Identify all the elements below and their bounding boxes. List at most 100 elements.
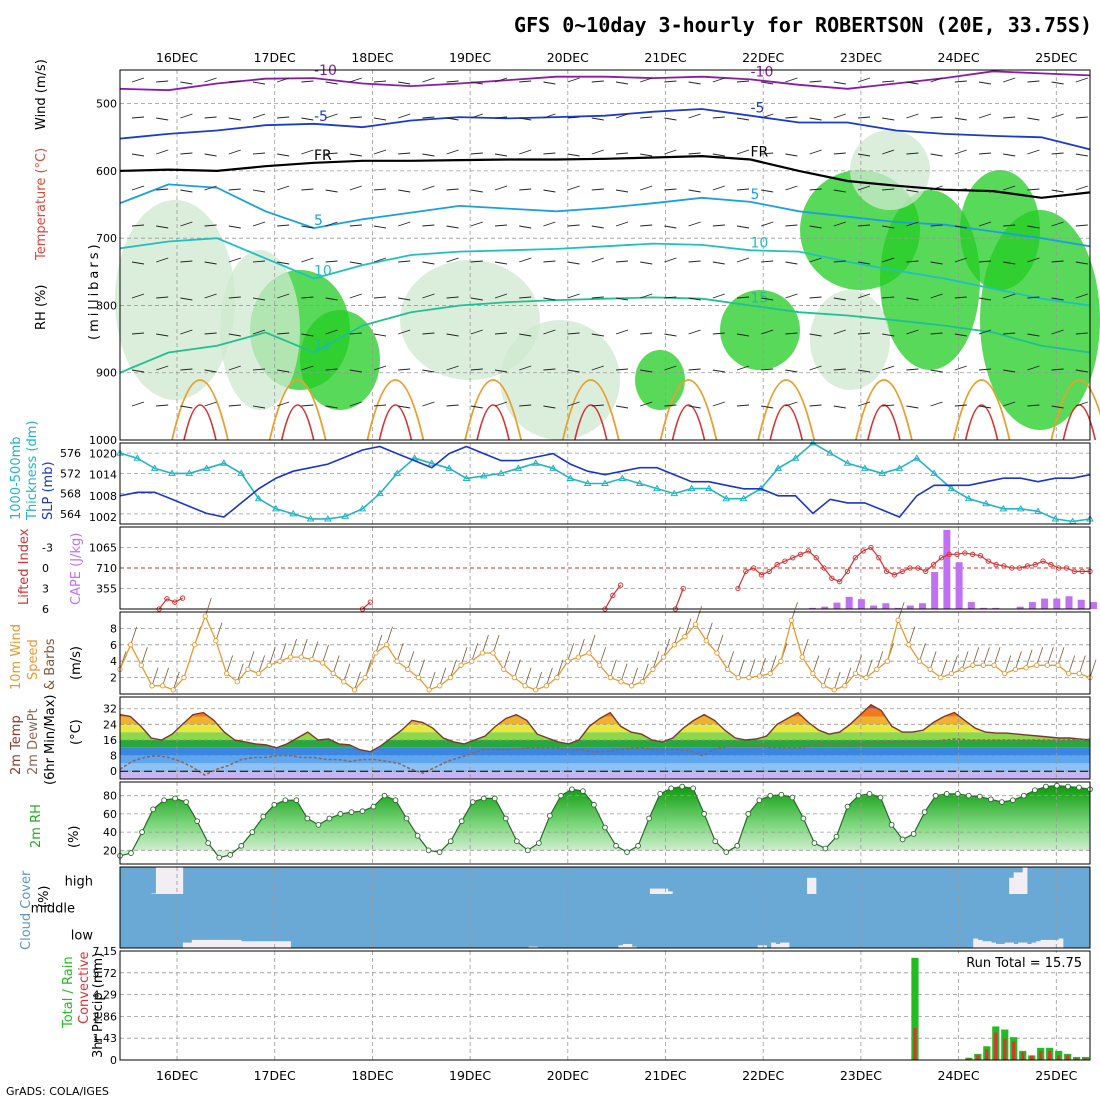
wind-barb: [228, 296, 241, 299]
wind-barb: [422, 293, 435, 299]
lifted-index-point: [883, 568, 890, 575]
rh-point: [866, 790, 873, 797]
rh-point: [745, 811, 752, 817]
warm-contour: [183, 404, 217, 441]
lifted-index-point: [1048, 561, 1054, 568]
wind-barb: [833, 405, 846, 409]
wind-barb: [494, 332, 508, 335]
wind-barb: [131, 185, 145, 191]
wind-barb: [290, 638, 297, 658]
wind-speed-point: [490, 650, 496, 656]
wind-speed-point: [469, 658, 475, 664]
wind-barb: [543, 297, 556, 301]
wind-barb: [258, 655, 265, 674]
cloud-bar: [1018, 942, 1023, 948]
wind-barb: [857, 401, 871, 407]
wind-barb: [519, 149, 532, 155]
wind-speed-point: [245, 666, 251, 673]
cloud-bar: [241, 941, 247, 948]
wind-barb: [519, 225, 532, 229]
wind-barb: [978, 329, 992, 335]
wind-barb: [460, 647, 468, 666]
wind-barb: [1027, 404, 1040, 407]
wind-speed-point: [415, 674, 422, 681]
wind-barb: [882, 117, 895, 121]
wind-speed-point: [351, 687, 358, 693]
thickness-point: [635, 479, 644, 486]
wind-barb: [301, 404, 314, 407]
wind-barb: [375, 634, 383, 654]
rh-point: [778, 791, 785, 798]
warm-contour: [952, 379, 1011, 441]
wind-speed-point: [1023, 665, 1029, 671]
wind-barb: [567, 261, 580, 265]
wind-barb: [422, 369, 435, 373]
wind-speed-point: [565, 658, 571, 664]
wind-barb: [277, 153, 290, 157]
contour-label: -10: [314, 63, 337, 79]
rh-point: [756, 797, 763, 804]
rh-point: [976, 793, 983, 800]
wind-barb: [301, 365, 314, 371]
wind-barb: [446, 404, 459, 407]
rh-point: [954, 790, 961, 797]
wind-barb: [514, 659, 521, 678]
lifted-index-point: [891, 572, 898, 578]
lifted-index-point: [617, 582, 624, 588]
precip-conv-bar: [1066, 1055, 1070, 1060]
rh-point: [998, 799, 1005, 805]
wind-barb: [615, 81, 629, 85]
wind-barb: [1075, 116, 1088, 119]
wind-barb: [268, 647, 276, 666]
cloud-axis-titles: Cloud Cover (%): [19, 870, 52, 950]
warm-contour: [867, 404, 901, 441]
wind-barb: [906, 260, 919, 263]
wind-barb: [664, 333, 677, 337]
wind-barb: [785, 401, 798, 407]
precip-conv-bar: [913, 1027, 917, 1060]
wind-barb: [156, 257, 169, 263]
wind-barb: [1075, 401, 1088, 407]
thickness-point: [1068, 517, 1077, 524]
dewpoint-line: [119, 738, 1091, 777]
cloud-bar: [173, 867, 179, 894]
y-tick-label: 700: [96, 232, 117, 245]
precip-tick-label: 1.43: [93, 1032, 118, 1045]
wind-barb: [543, 405, 556, 409]
rh-point: [580, 788, 586, 794]
rh-point: [987, 796, 994, 803]
thickness-tick-label: 576: [60, 447, 81, 460]
lifted-index-point: [876, 555, 882, 561]
wind-barb: [156, 365, 169, 371]
wind-axis-label: Wind (m/s): [34, 59, 49, 130]
wind-barb: [277, 401, 290, 407]
wind-speed-point: [980, 662, 987, 668]
precip-conv-bar: [1075, 1058, 1079, 1060]
y-tick-label: 900: [96, 367, 117, 380]
cloud-bg: [120, 867, 1090, 948]
precip-conv-bar: [994, 1032, 998, 1060]
cloud-bar: [982, 941, 988, 948]
wind-barb: [1027, 149, 1040, 155]
temp-band: [120, 732, 1090, 740]
pressure-axis-label: (millibars): [87, 241, 102, 340]
cloud-bar: [169, 867, 175, 894]
wind-barb: [908, 626, 916, 645]
cloud-bar: [973, 938, 979, 948]
date-label: 18DEC: [351, 1068, 393, 1083]
cloud-bar: [1049, 939, 1055, 948]
cape-tick-label: 710: [96, 562, 117, 575]
rh-point: [304, 815, 311, 822]
wind-speed-point: [735, 674, 741, 681]
thickness-point: [1034, 507, 1042, 514]
wind-barb: [519, 117, 532, 121]
rh-point: [679, 783, 686, 790]
wind-barb: [567, 332, 580, 335]
wind-tick-label: 8: [110, 622, 117, 635]
wind-barb: [844, 667, 852, 686]
wind-barb: [398, 189, 411, 193]
wind-barb: [736, 117, 750, 121]
wind-barb: [156, 149, 169, 155]
thickness-point: [531, 459, 540, 466]
wind-barb: [228, 80, 241, 83]
